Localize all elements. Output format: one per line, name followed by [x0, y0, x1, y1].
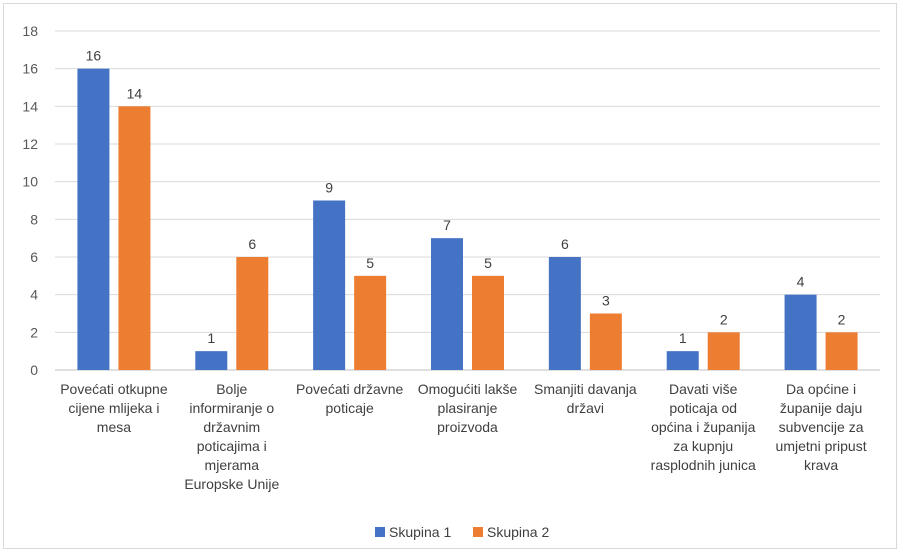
bar-series-2	[472, 275, 504, 370]
category-label: Povećati otkupne cijene mlijeka i mesa	[60, 381, 168, 435]
bar-series-1	[548, 257, 581, 370]
legend-swatch	[473, 527, 483, 537]
bar-series-2	[707, 332, 740, 370]
legend-label: Skupina 2	[487, 524, 549, 540]
y-tick-label: 14	[22, 98, 38, 114]
bar-series-2	[118, 106, 151, 370]
y-tick-label: 16	[22, 61, 38, 77]
data-label: 16	[86, 48, 102, 64]
category-label: Da općine i županije daju subvencije za umj…	[776, 381, 867, 473]
bar-series-1	[666, 351, 699, 370]
category-labels: Povećati otkupne cijene mlijeka i mesa Bolj…	[60, 381, 866, 492]
legend-label: Skupina 1	[389, 524, 451, 540]
bar-series-1	[313, 200, 346, 370]
data-label: 9	[325, 180, 333, 196]
bars	[77, 68, 858, 371]
y-tick-label: 4	[30, 287, 38, 303]
y-tick-label: 2	[30, 324, 38, 340]
data-label: 6	[248, 236, 256, 252]
category-label: Omogućiti lakše plasiranje proizvoda	[418, 381, 518, 435]
y-tick-label: 18	[22, 23, 38, 39]
bar-series-2	[354, 275, 387, 370]
data-label: 1	[679, 330, 687, 346]
data-label: 2	[838, 311, 846, 327]
y-tick-label: 12	[22, 136, 38, 152]
data-label: 5	[366, 255, 374, 271]
data-label: 6	[561, 236, 569, 252]
data-label: 14	[127, 85, 143, 101]
data-label: 5	[484, 255, 492, 271]
data-label: 1	[207, 330, 215, 346]
bar-series-1	[77, 68, 110, 371]
data-label: 3	[602, 293, 610, 309]
y-tick-label: 8	[30, 211, 38, 227]
bar-series-2	[236, 257, 269, 370]
y-tick-label: 0	[30, 362, 38, 378]
bar-series-1	[784, 294, 817, 370]
bar-series-1	[431, 238, 463, 370]
legend-swatch	[375, 527, 385, 537]
category-label: Smanjiti davanja državi	[534, 381, 637, 416]
data-label: 4	[797, 274, 805, 290]
y-axis-ticks: 0 2 4 6 8 10 12 14 16 18	[22, 23, 38, 378]
y-tick-label: 6	[30, 249, 38, 265]
gridlines	[55, 30, 880, 371]
bar-series-2	[825, 332, 858, 370]
data-label: 7	[443, 217, 451, 233]
data-label: 2	[720, 311, 728, 327]
bar-series-2	[589, 313, 622, 370]
category-label: Povećati državne poticaje	[296, 381, 404, 416]
category-label: Davati više poticaja od općina i županija z…	[651, 381, 756, 473]
y-tick-label: 10	[22, 174, 38, 190]
bar-series-1	[195, 351, 228, 370]
legend: Skupina 1 Skupina 2	[375, 524, 549, 540]
